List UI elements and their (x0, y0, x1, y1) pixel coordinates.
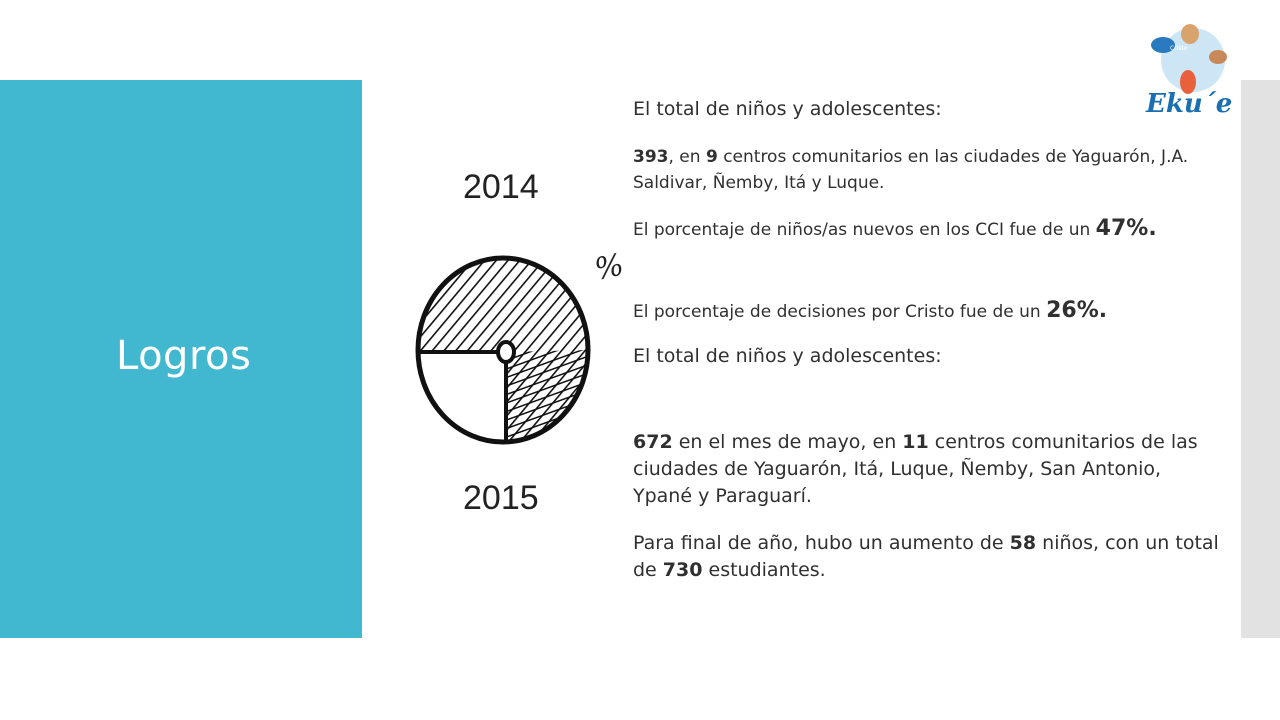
paragraph-decisions-pct: El porcentaje de decisiones por Cristo f… (633, 298, 1108, 323)
paragraph-total-2015-heading: El total de niños y adolescentes: (633, 345, 942, 367)
pie-illustration (415, 255, 591, 445)
count-2015: 672 (633, 431, 673, 453)
total-students: 730 (662, 559, 703, 581)
title-band (0, 80, 362, 638)
paragraph-2015-centers: 672 en el mes de mayo, en 11 centros com… (633, 431, 1198, 507)
year-2014-label: 2014 (463, 168, 539, 206)
new-children-pct: 47%. (1095, 216, 1157, 241)
paragraph-year-end: Para final de año, hubo un aumento de 58… (633, 532, 1219, 581)
paragraph-2014-centers: 393, en 9 centros comunitarios en las ci… (633, 147, 1189, 193)
logo-tag-text: Cristo (1170, 45, 1188, 52)
count-2014: 393 (633, 147, 669, 167)
paragraph-new-children-pct: El porcentaje de niños/as nuevos en los … (633, 216, 1157, 241)
percent-sketch: % (591, 247, 627, 288)
paragraph-total-2014-heading: El total de niños y adolescentes: (633, 98, 942, 120)
ekue-logo: Cristo Eku´e (1145, 24, 1232, 119)
centers-2015: 11 (902, 431, 929, 453)
logo-text: Eku´e (1145, 89, 1232, 119)
right-strip (1241, 80, 1280, 638)
centers-2014: 9 (705, 147, 718, 167)
year-2015-label: 2015 (463, 479, 539, 517)
decisions-pct: 26%. (1046, 298, 1108, 323)
slide-title: Logros (116, 333, 252, 379)
increase-count: 58 (1009, 532, 1037, 554)
